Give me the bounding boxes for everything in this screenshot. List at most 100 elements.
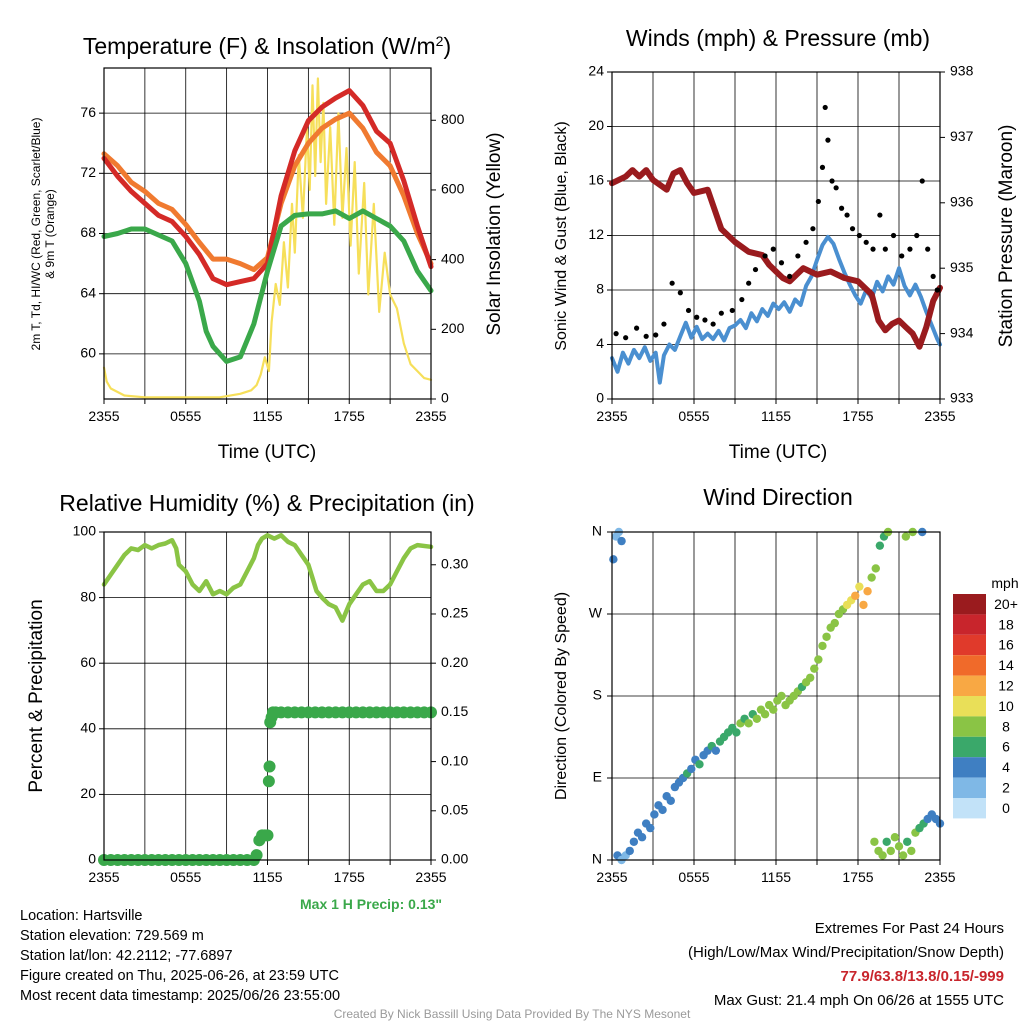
x-tick-label: 1155 <box>761 408 791 424</box>
panel-wind-direction: 2355 0555 1155 1755 2355 N E S W N Wind Direction D… <box>553 484 1019 885</box>
station-info: Location: Hartsville Station elevation: … <box>20 906 340 1006</box>
direction-point <box>687 764 696 774</box>
y-axis-label: Sonic Wind & Gust (Blue, Black) <box>553 121 570 350</box>
extremes-title: Extremes For Past 24 Hours <box>814 920 1004 937</box>
legend-label: 4 <box>1002 759 1010 775</box>
y2-tick-label: 935 <box>950 259 974 275</box>
y2-axis-label: Station Pressure (Maroon) <box>996 125 1017 348</box>
direction-point <box>637 833 647 842</box>
title-part: ) <box>443 33 451 59</box>
direction-point <box>629 837 639 846</box>
direction-point <box>695 760 704 769</box>
gust-point <box>849 226 856 232</box>
direction-point <box>732 728 741 737</box>
latlon-text: Station lat/lon: 42.2112; -77.6897 <box>20 948 233 964</box>
legend-label: 16 <box>998 637 1014 653</box>
legend-swatch <box>953 696 986 717</box>
title-part: Temperature (F) & Insolation (W/m <box>83 33 436 59</box>
y-tick-label: 0 <box>596 390 604 406</box>
location-text: Location: Hartsville <box>20 908 143 924</box>
created-text: Figure created on Thu, 2025-06-26, at 23… <box>20 968 339 984</box>
legend-label: 2 <box>1002 780 1010 796</box>
panel-winds: 2355 0555 1155 1755 2355 0 4 8 12 16 20 24 933 934 935… <box>553 25 1017 463</box>
gust-point <box>825 137 831 143</box>
y-tick-label: E <box>593 769 602 785</box>
plot-border <box>611 531 941 861</box>
legend-swatch <box>953 777 986 798</box>
gust-point <box>718 310 724 316</box>
plot-border <box>611 71 941 400</box>
direction-point <box>901 532 911 541</box>
direction-point <box>898 851 908 860</box>
legend-label: 12 <box>998 678 1014 694</box>
direction-point <box>863 587 872 596</box>
y-tick-label: 20 <box>588 117 604 133</box>
legend-label: 20+ <box>994 596 1018 612</box>
panel-humidity: 2355 0555 1155 1755 2355 0 20 40 60 80 100 0.00 0.05… <box>26 490 475 885</box>
gust-point <box>877 212 883 218</box>
y2-tick-label: 937 <box>950 128 974 144</box>
direction-point <box>890 833 900 842</box>
x-tick-label: 0555 <box>170 869 201 885</box>
legend-label: 14 <box>998 657 1014 673</box>
direction-point <box>814 655 823 664</box>
y-tick-label: 8 <box>596 281 604 297</box>
gust-point <box>694 314 700 320</box>
pressure-line <box>609 167 943 350</box>
gust-point <box>710 321 716 327</box>
direction-point <box>907 846 916 856</box>
y2-axis-label: Solar Insolation (Yellow) <box>484 132 505 335</box>
x-tick-label: 1155 <box>252 869 282 885</box>
direction-point <box>830 618 839 628</box>
y-axis-label-line2: & 9m T (Orange) <box>43 189 57 279</box>
gust-point <box>661 321 667 327</box>
y-tick-label: S <box>593 687 602 703</box>
y-tick-label: 60 <box>80 654 96 670</box>
x-tick-label: 1155 <box>252 408 282 424</box>
y2-tick-label: 400 <box>441 250 465 266</box>
direction-point <box>777 691 786 701</box>
legend-label: 10 <box>998 698 1014 714</box>
y2-tick-label: 936 <box>950 194 974 210</box>
legend-swatch <box>953 634 986 656</box>
gust-point <box>634 325 640 331</box>
gust-point <box>778 260 785 266</box>
y-tick-label: 0 <box>88 851 96 867</box>
x-tick-label: 2355 <box>924 869 955 885</box>
y-tick-label: 4 <box>596 335 604 351</box>
y2-tick-label: 0.20 <box>441 654 468 670</box>
gust-point <box>653 332 659 338</box>
y2-tick-label: 938 <box>950 63 974 79</box>
gust-point <box>685 307 692 314</box>
y-tick-label: 20 <box>80 785 96 801</box>
gust-point <box>795 253 801 259</box>
gust-point <box>856 232 862 239</box>
legend-swatch <box>953 655 986 676</box>
gust-point <box>934 287 940 293</box>
gust-point <box>870 246 876 252</box>
gust-point <box>752 266 759 273</box>
x-tick-label: 1755 <box>334 869 365 885</box>
credit-text: Created By Nick Bassill Using Data Provi… <box>333 1007 691 1021</box>
y2-tick-label: 0.00 <box>441 851 468 867</box>
y2-tick-label: 800 <box>441 111 465 127</box>
direction-point <box>650 810 659 819</box>
y-tick-label: 68 <box>80 224 96 240</box>
gust-point <box>863 239 869 245</box>
x-tick-label: 2355 <box>88 869 119 885</box>
gust-point <box>770 246 776 252</box>
chart-title: Wind Direction <box>703 484 853 510</box>
direction-point <box>666 796 675 805</box>
y2-tick-label: 0.05 <box>441 801 468 817</box>
y-axis-label: Direction (Colored By Speed) <box>553 592 570 800</box>
y-tick-label: 80 <box>80 588 96 604</box>
gust-point <box>815 198 821 205</box>
humidity-line <box>101 533 434 623</box>
legend-swatch <box>953 614 986 635</box>
legend-swatch <box>953 675 986 696</box>
direction-point <box>769 705 778 714</box>
plot-border <box>103 67 432 400</box>
y2-tick-label: 933 <box>950 390 974 406</box>
extremes-subtitle: (High/Low/Max Wind/Precipitation/Snow De… <box>688 944 1004 961</box>
direction-point <box>818 641 827 651</box>
